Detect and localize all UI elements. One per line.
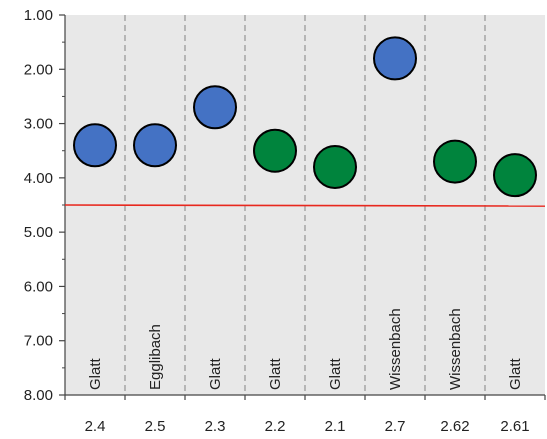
category-name-label: Egglibach <box>147 324 164 390</box>
y-tick-label: 8.00 <box>24 387 53 404</box>
category-name-label: Glatt <box>267 357 284 390</box>
category-name-label: Glatt <box>87 357 104 390</box>
y-tick-label: 3.00 <box>24 116 53 133</box>
y-tick-labels: 1.00 2.00 3.00 4.00 5.00 6.00 7.00 8.00 <box>24 7 53 404</box>
category-labels: Glatt Egglibach Glatt Glatt Glatt Wissenbach W… <box>87 308 524 390</box>
y-tick-label: 2.00 <box>24 61 53 78</box>
x-tick-labels: 2.4 2.5 2.3 2.2 2.1 2.7 2.62 2.61 <box>85 418 530 435</box>
category-name-label: Wissenbach <box>387 308 404 390</box>
y-tick-label: 7.00 <box>24 333 53 350</box>
y-tick-label: 6.00 <box>24 278 53 295</box>
y-tick-label: 4.00 <box>24 170 53 187</box>
y-tick-label: 1.00 <box>24 7 53 24</box>
data-point <box>433 139 477 184</box>
data-point <box>313 145 357 189</box>
x-tick-label: 2.1 <box>325 418 346 435</box>
x-tick-label: 2.7 <box>385 418 406 435</box>
data-point <box>73 123 117 168</box>
category-name-label: Wissenbach <box>447 308 464 390</box>
data-point <box>193 85 237 130</box>
data-point <box>373 36 417 81</box>
threshold-line <box>64 204 546 207</box>
category-name-label: Glatt <box>507 357 524 390</box>
x-tick-label: 2.4 <box>85 418 106 435</box>
x-tick-label: 2.5 <box>145 418 166 435</box>
threshold-line-group <box>64 204 546 207</box>
x-tick-label: 2.61 <box>500 418 529 435</box>
category-name-label: Glatt <box>327 357 344 390</box>
y-tick-label: 5.00 <box>24 224 53 241</box>
axes <box>59 14 546 400</box>
data-point <box>133 123 177 168</box>
x-tick-label: 2.62 <box>440 418 469 435</box>
x-tick-label: 2.2 <box>265 418 286 435</box>
x-tick-label: 2.3 <box>205 418 226 435</box>
data-points <box>73 36 537 198</box>
category-name-label: Glatt <box>207 357 224 390</box>
data-point <box>493 153 537 198</box>
data-point <box>253 128 297 173</box>
